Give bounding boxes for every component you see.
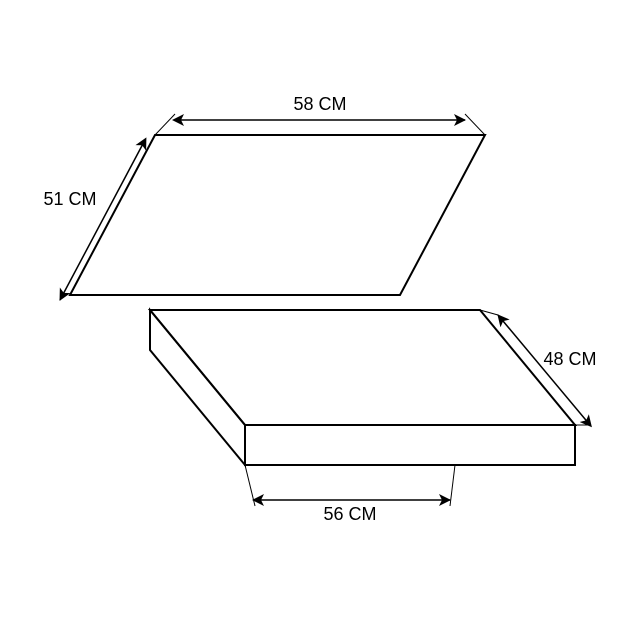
label-bottom-width: 56 CM [323, 504, 376, 524]
dim-bottom-depth: 48 CM [480, 310, 597, 425]
label-top-depth: 51 CM [43, 189, 96, 209]
dimension-diagram: 58 CM 51 CM 56 CM 48 CM [0, 0, 640, 640]
label-bottom-depth: 48 CM [543, 349, 596, 369]
bottom-panel [150, 310, 575, 465]
label-top-width: 58 CM [293, 94, 346, 114]
dim-top-width: 58 CM [155, 94, 485, 135]
dim-top-depth: 51 CM [43, 140, 145, 300]
dim-bottom-width: 56 CM [245, 465, 455, 524]
top-panel [70, 135, 485, 295]
